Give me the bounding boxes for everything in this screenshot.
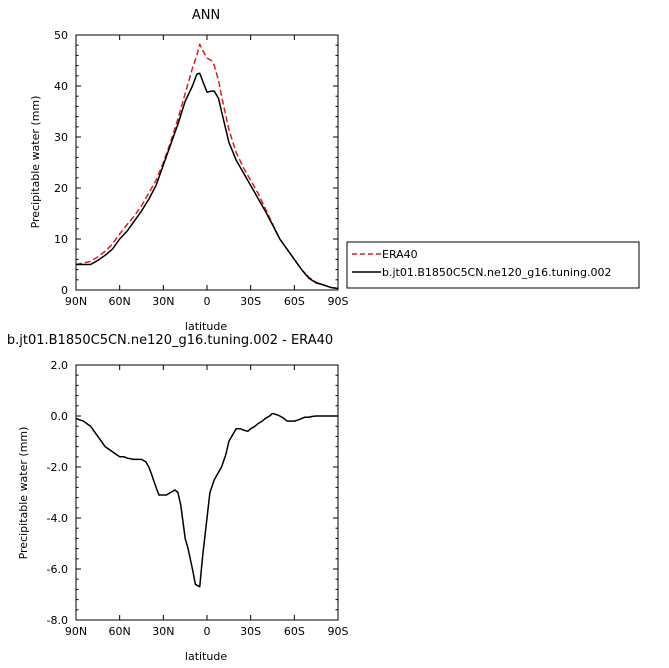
mean-chart-xlabel: latitude xyxy=(185,320,227,333)
difference-chart: b.jt01.B1850C5CN.ne120_g16.tuning.002 - … xyxy=(7,333,349,663)
difference-chart-axes: 90N 60N 30N 0 30S 60S 90S 2.0 0.0 -2.0 -4.0 -6.0 -8.… xyxy=(47,359,349,638)
x-tick-label: 60S xyxy=(284,295,305,308)
x-tick-label: 30S xyxy=(240,295,261,308)
mean-chart-ylabel: Precipitable water (mm) xyxy=(29,96,42,229)
y-tick-label: -4.0 xyxy=(47,512,68,525)
chart-legend: ERA40 b.jt01.B1850C5CN.ne120_g16.tuning.… xyxy=(346,241,640,289)
x-tick-label: 0 xyxy=(204,295,211,308)
y-tick-label: 50 xyxy=(54,29,68,42)
legend-box xyxy=(346,241,640,289)
y-tick-label: 0.0 xyxy=(51,410,69,423)
x-tick-label: 90S xyxy=(328,625,349,638)
x-tick-label: 30N xyxy=(152,625,174,638)
legend-label-model: b.jt01.B1850C5CN.ne120_g16.tuning.002 xyxy=(382,266,611,279)
y-tick-label: 20 xyxy=(54,182,68,195)
x-tick-label: 60S xyxy=(284,625,305,638)
y-tick-label: -8.0 xyxy=(47,614,68,627)
y-tick-label: 40 xyxy=(54,80,68,93)
difference-chart-series xyxy=(75,412,338,588)
x-tick-label: 90S xyxy=(328,295,349,308)
legend-label-era40: ERA40 xyxy=(382,248,418,261)
x-tick-label: 30N xyxy=(152,295,174,308)
y-tick-label: 0 xyxy=(61,284,68,297)
x-tick-label: 60N xyxy=(109,295,131,308)
difference-chart-title: b.jt01.B1850C5CN.ne120_g16.tuning.002 - … xyxy=(7,333,333,348)
difference-series-line xyxy=(75,412,338,588)
mean-chart-axes: 90N 60N 30N 0 30S 60S 90S 0 10 20 30 40 50 xyxy=(54,29,349,308)
x-tick-label: 0 xyxy=(204,625,211,638)
mean-chart-title: ANN xyxy=(192,8,220,23)
x-tick-label: 60N xyxy=(109,625,131,638)
difference-chart-frame xyxy=(75,364,339,621)
x-tick-label: 90N xyxy=(65,295,87,308)
difference-chart-xlabel: latitude xyxy=(185,650,227,663)
era40-series-line xyxy=(75,43,339,290)
y-tick-label: 30 xyxy=(54,131,68,144)
y-tick-label: -6.0 xyxy=(47,563,68,576)
x-tick-label: 90N xyxy=(65,625,87,638)
y-tick-label: 2.0 xyxy=(51,359,69,372)
difference-chart-ylabel: Precipitable water (mm) xyxy=(17,427,30,560)
y-tick-label: -2.0 xyxy=(47,461,68,474)
mean-chart-frame xyxy=(75,34,339,291)
mean-chart-series xyxy=(75,43,339,290)
x-tick-label: 30S xyxy=(240,625,261,638)
mean-chart: ANN Precipitable water (mm) latitude 90N… xyxy=(29,8,349,333)
b-jt01-b1850c5cn-ne120-g16-tuning-002-series-line xyxy=(76,72,339,290)
y-tick-label: 10 xyxy=(54,233,68,246)
